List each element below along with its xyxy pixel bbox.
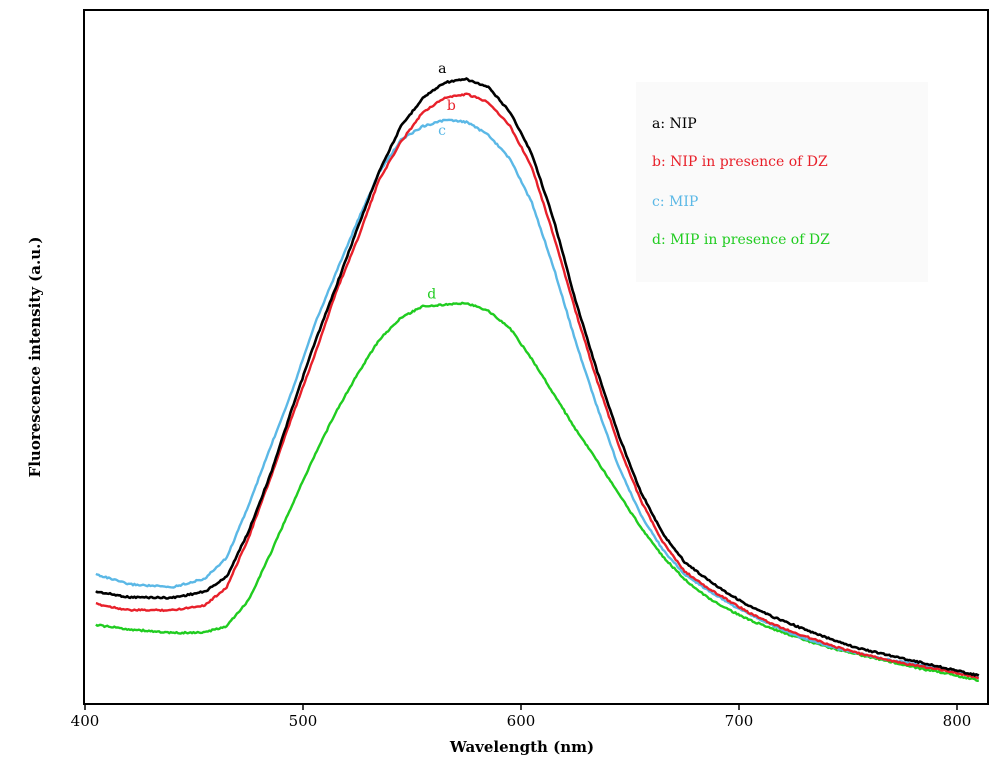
x-tick-label-700: 700: [725, 712, 754, 730]
curve-labels: a bc d: [427, 61, 456, 303]
series-lines: [95, 77, 980, 682]
x-tick-label-800: 800: [943, 712, 972, 730]
curve-label-a: a: [438, 61, 446, 77]
legend-box: [636, 82, 928, 282]
legend-entry-a: a: NIP: [652, 116, 697, 132]
legend-entry-b: b: NIP in presence of DZ: [652, 154, 828, 170]
series-line-b: [95, 92, 979, 680]
x-tick-label-500: 500: [289, 712, 318, 730]
legend-entry-d: d: MIP in presence of DZ: [652, 232, 830, 248]
series-line-a: [95, 77, 980, 677]
series-line-d: [95, 301, 979, 682]
legend-entry-c: c: MIP: [652, 194, 698, 210]
curve-label-b: b: [447, 98, 456, 114]
y-axis-title: Fluorescence intensity (a.u.): [26, 237, 44, 478]
curve-label-d: d: [427, 287, 436, 303]
legend: a: NIP b: NIP in presence of DZ c: MIP d: M…: [652, 116, 830, 248]
x-tick-label-600: 600: [507, 712, 536, 730]
x-axis-title: Wavelength (nm): [449, 738, 594, 756]
curve-label-c: c: [438, 123, 446, 139]
x-axis-ticks: 400 500 600 700 800: [71, 704, 972, 730]
x-tick-label-400: 400: [71, 712, 100, 730]
